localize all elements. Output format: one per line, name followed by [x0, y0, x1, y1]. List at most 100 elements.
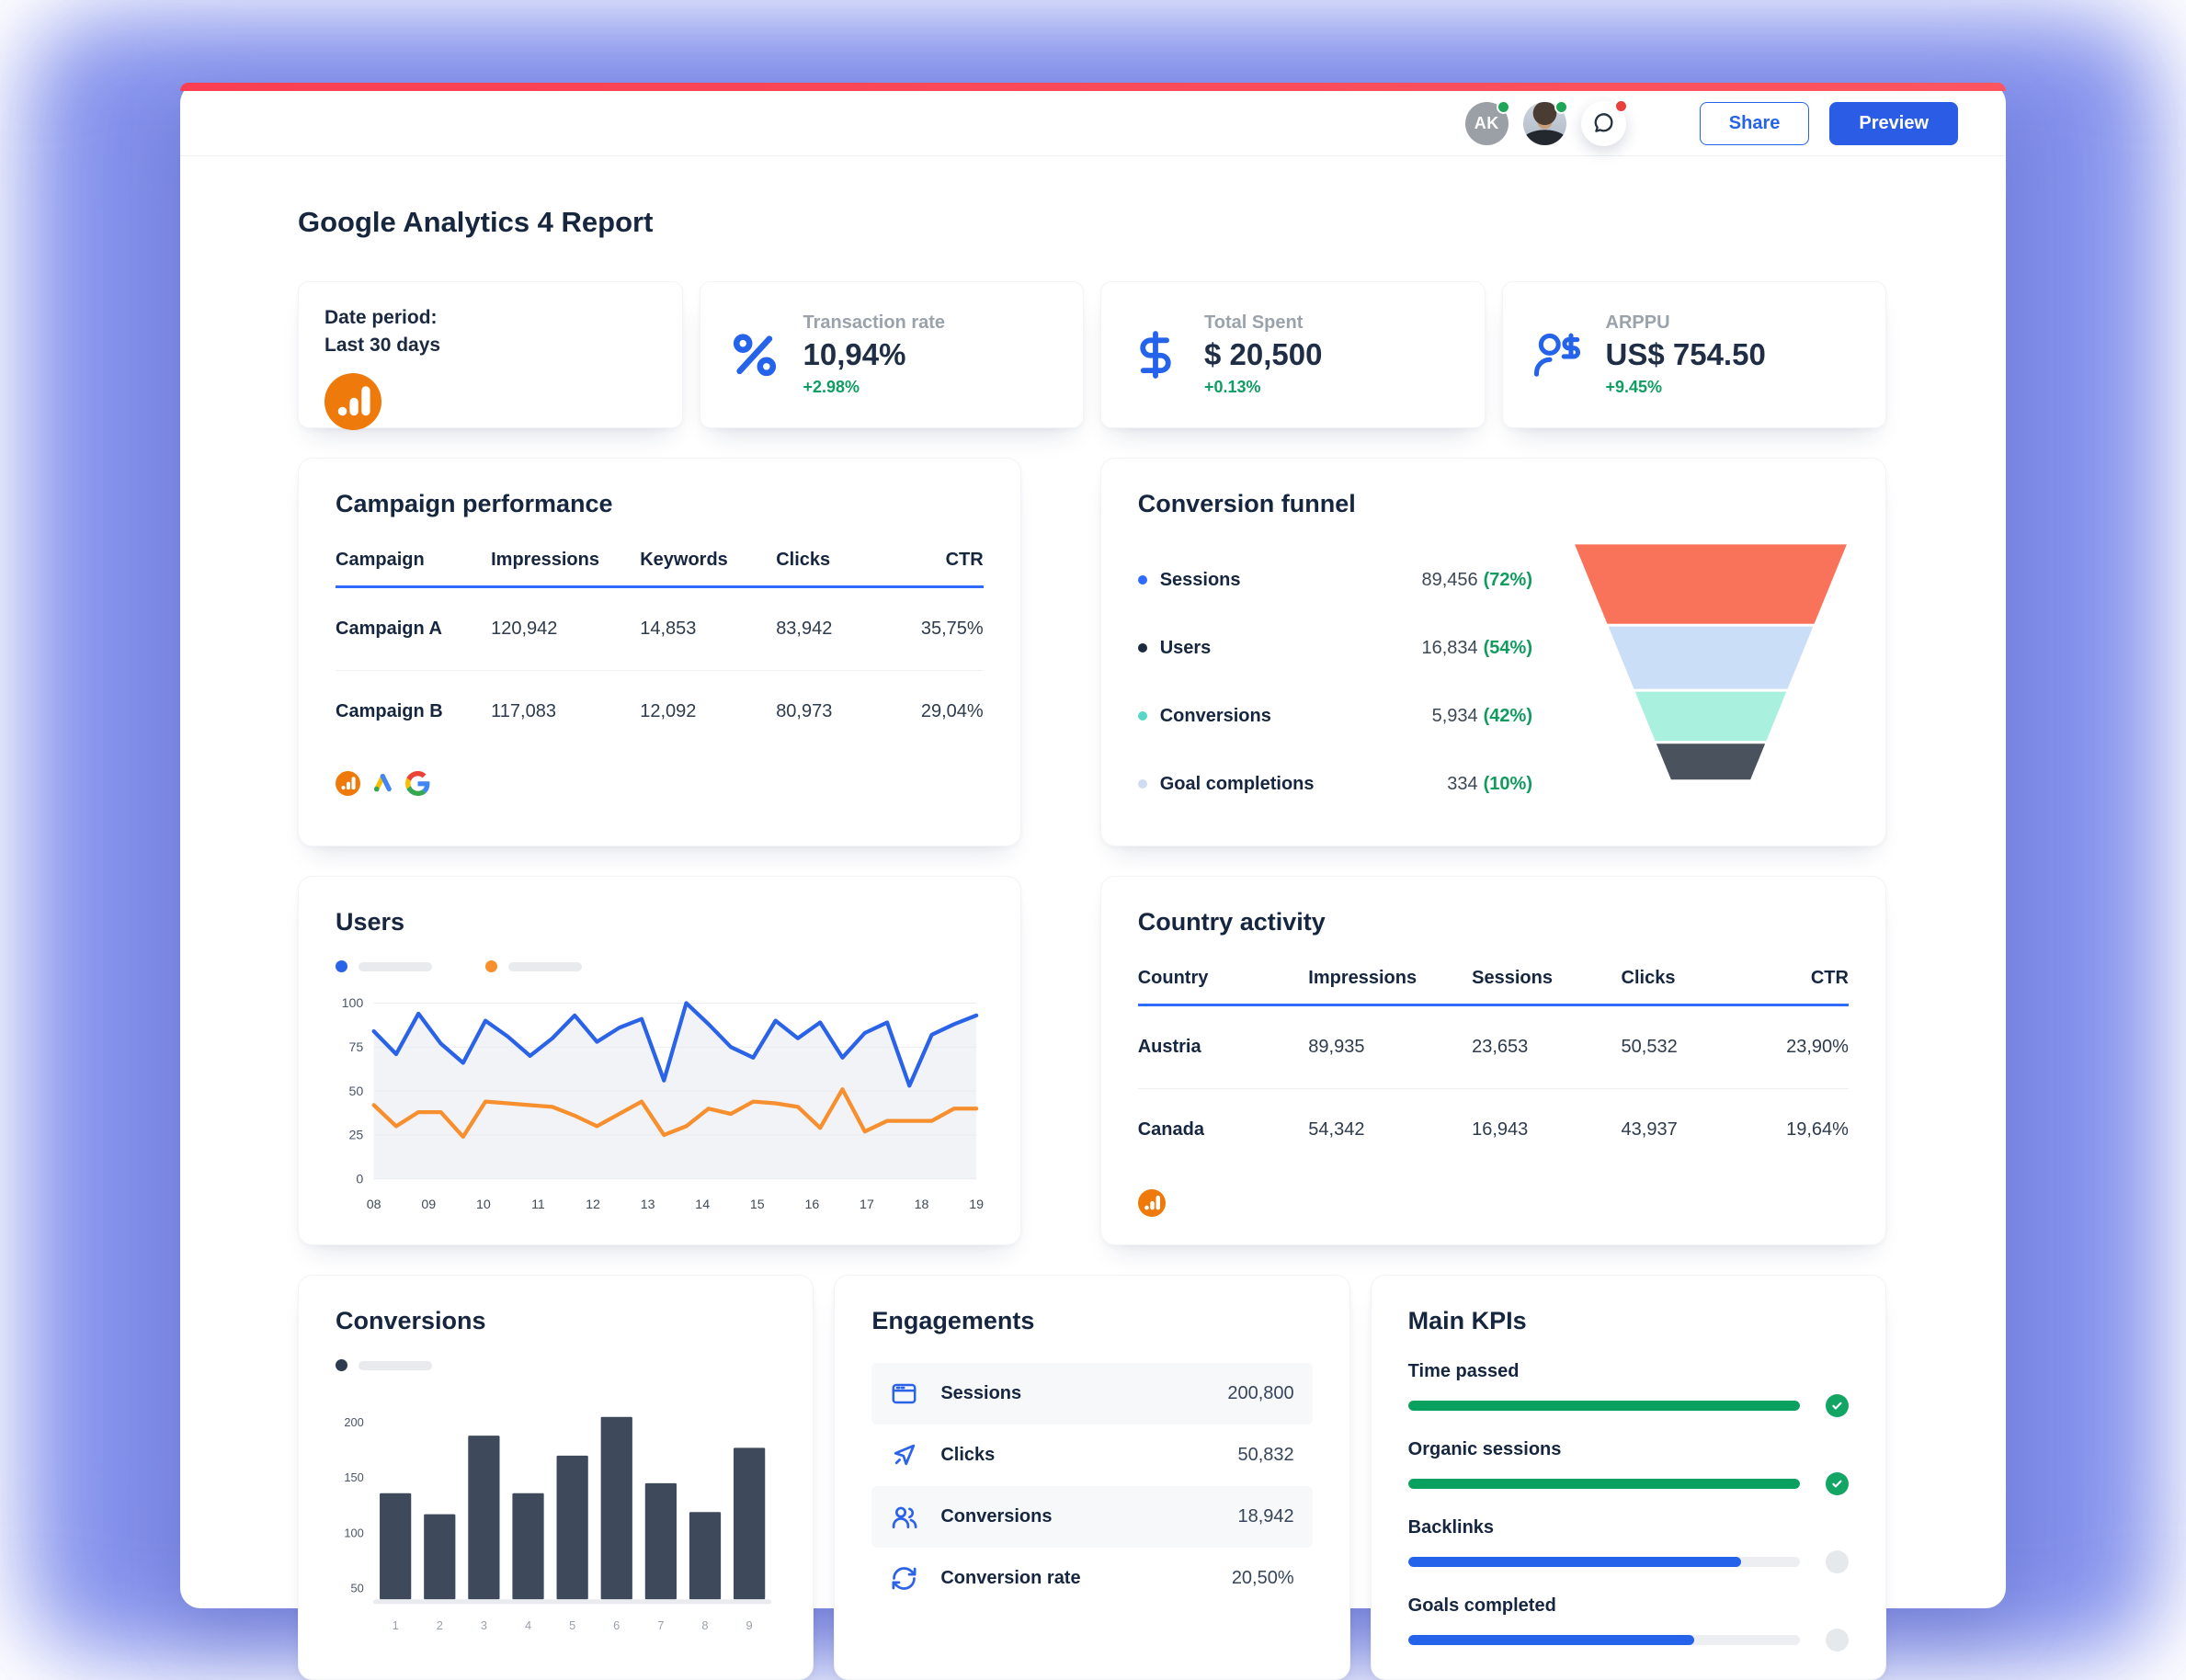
- dollar-icon: [1129, 328, 1182, 381]
- stage-dot: [1137, 711, 1147, 721]
- kpi-progress-label: Backlinks: [1407, 1517, 1495, 1538]
- table-row[interactable]: Austria 89,935 23,653 50,532 23,90%: [1138, 1006, 1849, 1088]
- card-title: Campaign performance: [336, 490, 613, 517]
- table-cell: 50,532: [1621, 1037, 1678, 1057]
- percent-icon: [728, 328, 781, 381]
- table-row[interactable]: Campaign A 120,942 14,853 83,942 35,75%: [336, 588, 984, 670]
- legend-placeholder: [359, 1360, 432, 1370]
- bar: [380, 1493, 412, 1600]
- y-tick-label: 25: [349, 1129, 364, 1143]
- card-title: Main KPIs: [1407, 1307, 1527, 1334]
- engagement-label: Conversion rate: [940, 1568, 1081, 1588]
- engagement-label: Clicks: [940, 1445, 996, 1465]
- browser-icon: [890, 1379, 918, 1408]
- column-header: Clicks: [776, 550, 831, 570]
- google-analytics-icon: [336, 771, 360, 796]
- table-cell: 16,943: [1472, 1119, 1529, 1140]
- legend-placeholder: [359, 961, 432, 971]
- chat-bubble-icon: [1595, 113, 1613, 132]
- main-kpis-list: Time passed Organic sessions Backlinks Goal…: [1407, 1361, 1849, 1652]
- bar: [644, 1482, 677, 1600]
- share-button[interactable]: Share: [1699, 101, 1810, 145]
- legend-item[interactable]: [336, 1359, 432, 1371]
- chat-button[interactable]: [1580, 98, 1628, 146]
- table-cell: Austria: [1137, 1037, 1201, 1057]
- table-cell: 117,083: [491, 701, 556, 721]
- x-tick-label: 13: [641, 1198, 655, 1212]
- legend-dot: [336, 960, 347, 972]
- column-header: Campaign: [336, 550, 425, 570]
- progress-track: [1407, 1635, 1800, 1645]
- country-activity-card: Country activity Country Impressions Sessi…: [1099, 876, 1886, 1245]
- refresh-icon: [890, 1564, 918, 1593]
- table-cell: 35,75%: [920, 619, 984, 639]
- engagement-row[interactable]: Sessions 200,800: [871, 1363, 1313, 1425]
- dashboard-window: AK Share Preview Google Analytics: [180, 83, 2006, 1680]
- card-title: Conversion funnel: [1137, 490, 1356, 517]
- column-header: Country: [1137, 968, 1209, 988]
- engagement-row[interactable]: Clicks 50,832: [871, 1425, 1312, 1486]
- stage-label: Users: [1159, 637, 1212, 658]
- stage-dot: [1137, 643, 1147, 653]
- y-tick-label: 75: [349, 1040, 364, 1055]
- avatar-group: AK: [1464, 98, 1628, 146]
- kpi-progress-item: Time passed: [1407, 1361, 1849, 1417]
- check-icon: [1825, 1472, 1849, 1495]
- table-header-row: Campaign Impressions Keywords Clicks CTR: [336, 550, 984, 588]
- table-cell: Campaign B: [336, 701, 443, 721]
- engagement-row[interactable]: Conversions 18,942: [871, 1486, 1313, 1548]
- x-tick-label: 09: [421, 1198, 436, 1212]
- funnel-stage-row[interactable]: Goal completions 334 (10%): [1137, 750, 1532, 818]
- funnel-stage-row[interactable]: Sessions 89,456 (72%): [1137, 546, 1532, 614]
- legend-item[interactable]: [485, 960, 582, 972]
- column-header: Keywords: [640, 550, 728, 570]
- progress-track: [1407, 1479, 1800, 1489]
- table-row[interactable]: Campaign B 117,083 12,092 80,973 29,04%: [336, 670, 984, 753]
- conversion-funnel-card: Conversion funnel Sessions 89,456 (72%) Use…: [1099, 458, 1886, 846]
- bar: [468, 1436, 500, 1600]
- avatar-initials[interactable]: AK: [1464, 99, 1510, 145]
- x-tick-label: 1: [393, 1618, 399, 1632]
- dashboard-content: Google Analytics 4 Report Date period: L…: [180, 206, 2006, 1680]
- engagement-value: 18,942: [1237, 1506, 1294, 1527]
- x-tick-label: 4: [525, 1618, 531, 1632]
- column-header: Sessions: [1472, 968, 1553, 988]
- column-header: Impressions: [1308, 968, 1417, 988]
- engagement-value: 200,800: [1227, 1383, 1294, 1403]
- x-tick-label: 2: [437, 1618, 443, 1632]
- progress-track: [1407, 1557, 1800, 1567]
- preview-button[interactable]: Preview: [1829, 101, 1958, 145]
- google-analytics-icon: [324, 372, 656, 435]
- funnel-stage-row[interactable]: Users 16,834 (54%): [1137, 614, 1532, 682]
- stage-percent: (54%): [1483, 637, 1532, 658]
- topbar-buttons: Share Preview: [1699, 101, 1958, 145]
- engagements-card: Engagements Sessions 200,800 Clicks 50,832 C…: [834, 1275, 1350, 1680]
- avatar-initials-text: AK: [1474, 113, 1499, 132]
- data-source-icons: [1137, 1189, 1849, 1217]
- notification-dot: [1613, 98, 1628, 113]
- x-axis-line: [373, 1599, 772, 1605]
- table-cell: Campaign A: [336, 619, 442, 639]
- table-row[interactable]: Canada 54,342 16,943 43,937 19,64%: [1137, 1088, 1849, 1171]
- bar: [556, 1455, 588, 1600]
- kpi-row: Date period: Last 30 days Transaction ra…: [298, 281, 1886, 430]
- conversions-card: Conversions 50 100 150 200 1 2 3 4 5 6 7 8 9: [298, 1275, 814, 1680]
- engagement-row[interactable]: Conversion rate 20,50%: [871, 1548, 1312, 1609]
- y-tick-label: 50: [349, 1084, 364, 1099]
- stage-label: Goal completions: [1159, 773, 1315, 794]
- legend-item[interactable]: [336, 960, 432, 972]
- table-header-row: Country Impressions Sessions Clicks CTR: [1137, 968, 1849, 1006]
- table-cell: 29,04%: [920, 701, 984, 721]
- bar: [734, 1447, 766, 1600]
- stage-value: 89,456 (72%): [1421, 569, 1532, 590]
- transaction-rate-card: Transaction rate 10,94% +2.98%: [699, 281, 1084, 428]
- user-avatar-photo[interactable]: [1522, 99, 1568, 145]
- stage-percent: (42%): [1483, 705, 1532, 726]
- x-tick-label: 17: [860, 1198, 874, 1212]
- funnel-stage-row[interactable]: Conversions 5,934 (42%): [1137, 682, 1532, 750]
- funnel-segment: [1608, 626, 1814, 689]
- kpi-label: Total Spent: [1204, 312, 1304, 333]
- stage-label: Sessions: [1159, 569, 1241, 590]
- users-series-orange: [371, 1087, 979, 1140]
